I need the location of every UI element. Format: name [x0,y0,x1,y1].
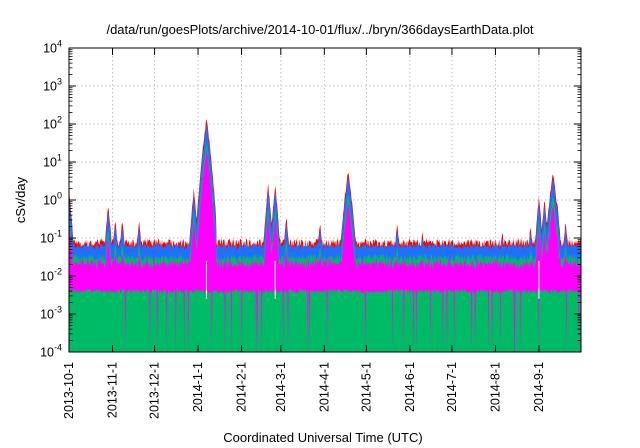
x-tick-label: 2014-4-1 [317,362,331,412]
y-tick-label: 10-3 [40,305,62,322]
x-tick-label: 2013-12-1 [148,362,162,419]
x-tick-label: 2014-6-1 [403,362,417,412]
x-tick-label: 2014-2-1 [235,362,249,412]
y-tick-label: 10-2 [40,267,62,284]
x-tick-labels: 2013-10-1 2013-11-1 2013-12-1 2014-1-1 2014-… [62,362,546,419]
chart-title: /data/run/goesPlots/archive/2014-10-01/f… [106,22,533,37]
y-tick-label: 104 [43,39,62,56]
x-tick-label: 2014-9-1 [532,362,546,412]
axis-ticks [68,47,581,353]
x-tick-label: 2014-8-1 [488,362,502,412]
y-tick-label: 101 [43,153,62,170]
x-tick-label: 2013-10-1 [62,362,76,419]
x-tick-label: 2014-5-1 [359,362,373,412]
y-tick-labels: 10-4 10-3 10-2 10-1 100 101 102 103 104 [40,39,62,360]
x-tick-label: 2014-7-1 [445,362,459,412]
series-green-area [69,141,581,352]
y-tick-label: 100 [43,191,62,208]
y-tick-label: 103 [43,77,62,94]
x-tick-label: 2014-1-1 [191,362,205,412]
y-tick-label: 10-4 [40,343,62,360]
y-tick-label: 10-1 [40,229,62,246]
y-axis-label: cSv/day [13,176,28,223]
x-tick-label: 2014-3-1 [274,362,288,412]
y-tick-label: 102 [43,115,62,132]
x-tick-label: 2013-11-1 [105,362,119,418]
x-axis-label: Coordinated Universal Time (UTC) [223,430,422,445]
data-series-layer [69,118,581,352]
